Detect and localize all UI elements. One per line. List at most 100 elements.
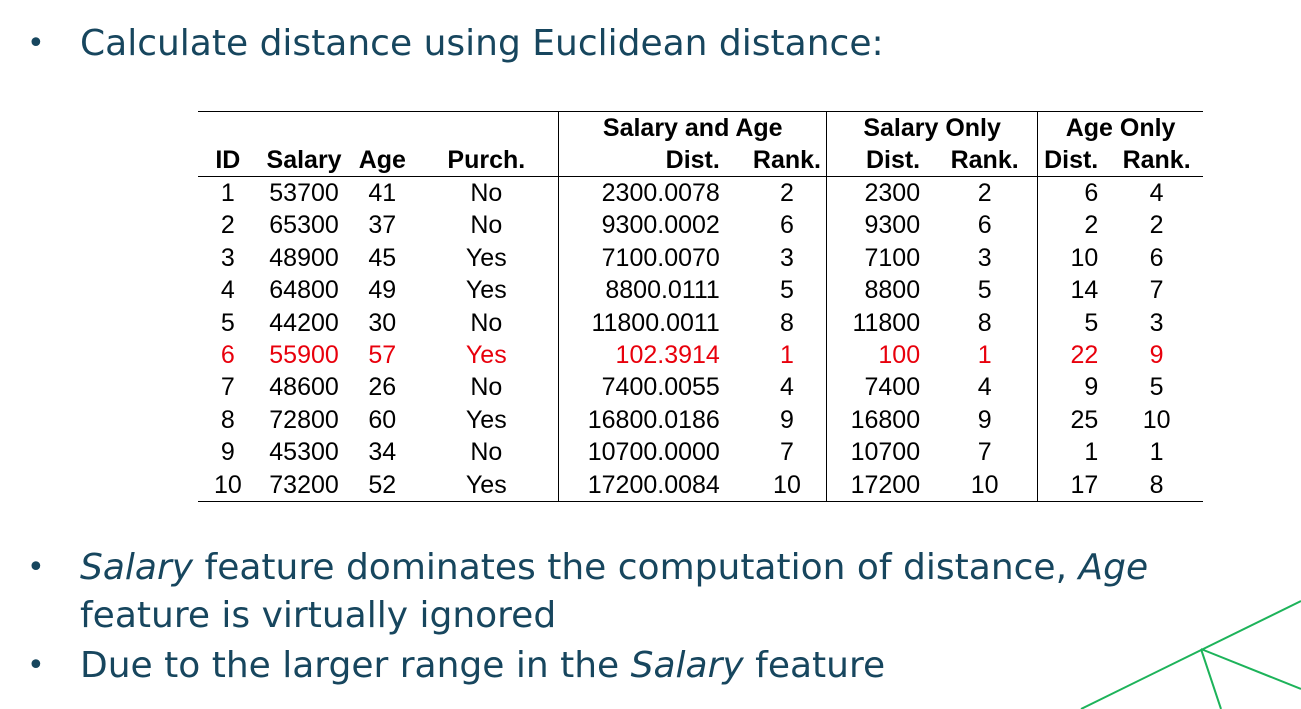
cell-salary: 64800	[269, 276, 339, 305]
cell-salary-age-dist: 17200.0084	[558, 468, 748, 503]
table-body: 1 53700 41 No 2300.0078 2 2300 2 6 4 2 65300 37 No 930…	[198, 176, 1203, 503]
cell-id: 9	[220, 438, 235, 467]
column-header-age-only-rank: Rank.	[1110, 144, 1203, 177]
table-row: 6 55900 57 Yes 102.3914 1 100 1 22 9	[198, 339, 1203, 372]
cell-id: 1	[220, 179, 235, 207]
cell-age-only-dist: 9	[1037, 371, 1111, 404]
cell-salary-age-dist: 9300.0002	[558, 209, 748, 242]
column-header-age: Age	[350, 144, 415, 177]
cell-age: 52	[350, 468, 415, 503]
bullet-emphasis: Age	[1078, 547, 1149, 588]
cell-salary-age-rank: 1	[780, 341, 794, 370]
cell-salary-age-dist: 16800.0186	[558, 403, 748, 437]
cell-salary-only-dist: 7400	[826, 371, 933, 404]
cell-age-only-dist: 10	[1037, 241, 1111, 275]
cell-age-only-rank: 1	[1149, 438, 1164, 467]
cell-salary-only-rank: 8	[977, 308, 992, 337]
cell-id: 7	[220, 373, 235, 402]
cell-age-only-dist: 17	[1037, 468, 1111, 503]
cell-age-only-dist: 6	[1037, 176, 1111, 210]
cell-age-only-dist: 25	[1037, 403, 1111, 437]
cell-salary: 48900	[269, 243, 339, 272]
cell-salary-age-dist: 8800.0111	[558, 274, 748, 307]
heading-bullet: • Calculate distance using Euclidean dis…	[0, 20, 1301, 68]
cell-salary: 48600	[269, 373, 339, 402]
cell-age-only-dist: 22	[1037, 339, 1111, 372]
table-row: 3 48900 45 Yes 7100.0070 3 7100 3 10 6	[198, 241, 1203, 275]
column-header-purch: Purch.	[414, 144, 559, 177]
column-header-age-only-dist: Dist.	[1037, 144, 1111, 177]
bullet-larger-range: • Due to the larger range in the Salary …	[0, 642, 1301, 690]
cell-purch: No	[470, 373, 503, 402]
cell-age-only-dist: 5	[1037, 306, 1111, 340]
cell-age-only-rank: 7	[1149, 276, 1164, 305]
bullet-segment: feature is virtually ignored	[80, 595, 557, 636]
cell-salary-only-rank: 6	[977, 211, 992, 240]
cell-age: 45	[368, 243, 397, 272]
cell-salary-only-dist: 16800	[826, 403, 933, 437]
column-header-row: ID Salary Age Purch. Dist. Rank. Dist. R…	[198, 144, 1203, 177]
cell-salary-only-rank: 4	[977, 373, 992, 402]
cell-salary: 55900	[269, 341, 339, 370]
cell-salary-age-dist: 102.3914	[558, 339, 748, 372]
cell-salary: 73200	[257, 468, 351, 503]
group-header-row: Salary and Age Salary Only Age Only	[198, 111, 1203, 144]
cell-salary-only-dist: 11800	[826, 306, 933, 340]
column-header-salary-only-dist: Dist.	[826, 144, 933, 177]
cell-salary-age-dist: 2300.0078	[558, 176, 748, 210]
cell-age-only-dist: 2	[1037, 209, 1111, 242]
cell-salary-only-dist: 100	[826, 339, 933, 372]
column-header-salary-age-rank: Rank.	[747, 144, 827, 177]
cell-purch: No	[470, 211, 503, 240]
cell-purch: No	[470, 438, 503, 467]
table-row: 5 44200 30 No 11800.0011 8 11800 8 5 3	[198, 306, 1203, 340]
table-row: 2 65300 37 No 9300.0002 6 9300 6 2 2	[198, 209, 1203, 242]
cell-salary-only-rank: 3	[977, 243, 992, 272]
cell-salary: 53700	[269, 179, 339, 207]
cell-salary-only-dist: 10700	[826, 436, 933, 469]
column-header-id: ID	[198, 144, 258, 177]
cell-age: 41	[368, 179, 397, 207]
table-row: 9 45300 34 No 10700.0000 7 10700 7 1 1	[198, 436, 1203, 469]
group-header-age-only: Age Only	[1037, 111, 1203, 144]
table-row: 10 73200 52 Yes 17200.0084 10 17200 10 17 8	[198, 468, 1203, 503]
cell-purch: Yes	[465, 405, 507, 434]
cell-purch: No	[470, 308, 503, 337]
cell-age-only-dist: 1	[1037, 436, 1111, 469]
cell-age-only-rank: 8	[1110, 468, 1203, 503]
cell-salary-age-dist: 10700.0000	[558, 436, 748, 469]
column-header-salary-age-dist: Dist.	[558, 144, 748, 177]
cell-id: 10	[198, 468, 258, 503]
cell-age-only-rank: 10	[1142, 405, 1171, 434]
cell-salary-age-dist: 7100.0070	[558, 241, 748, 275]
cell-id: 3	[220, 243, 235, 272]
cell-id: 4	[220, 276, 235, 305]
cell-salary-age-rank: 5	[780, 276, 794, 305]
column-header-salary: Salary	[257, 144, 351, 177]
cell-salary-only-rank: 10	[932, 468, 1038, 503]
cell-purch: Yes	[465, 243, 507, 272]
bullet-segment: feature dominates the computation of dis…	[193, 547, 1079, 588]
cell-age-only-rank: 5	[1149, 373, 1164, 402]
cell-age-only-rank: 3	[1149, 308, 1164, 337]
bullet-dot: •	[27, 648, 45, 683]
cell-age: 57	[368, 341, 397, 370]
table-row: 4 64800 49 Yes 8800.0111 5 8800 5 14 7	[198, 274, 1203, 307]
cell-age-only-rank: 2	[1149, 211, 1164, 240]
cell-salary-age-rank: 3	[780, 243, 794, 272]
bullet-text: Due to the larger range in the Salary fe…	[80, 642, 885, 690]
cell-age: 34	[368, 438, 397, 467]
cell-salary: 72800	[269, 405, 339, 434]
bullet-salary-dominates: • Salary feature dominates the computati…	[0, 544, 1301, 640]
cell-salary-age-rank: 4	[780, 373, 794, 402]
heading-text: Calculate distance using Euclidean dista…	[80, 23, 884, 64]
cell-salary-only-rank: 5	[977, 276, 992, 305]
cell-salary-age-rank: 2	[780, 179, 794, 207]
bullet-emphasis: Salary	[630, 645, 744, 686]
cell-salary: 65300	[269, 211, 339, 240]
cell-purch: Yes	[465, 276, 507, 305]
cell-age: 49	[368, 276, 397, 305]
table-row: 1 53700 41 No 2300.0078 2 2300 2 6 4	[198, 176, 1203, 210]
cell-salary: 45300	[269, 438, 339, 467]
cell-salary-only-dist: 8800	[826, 274, 933, 307]
